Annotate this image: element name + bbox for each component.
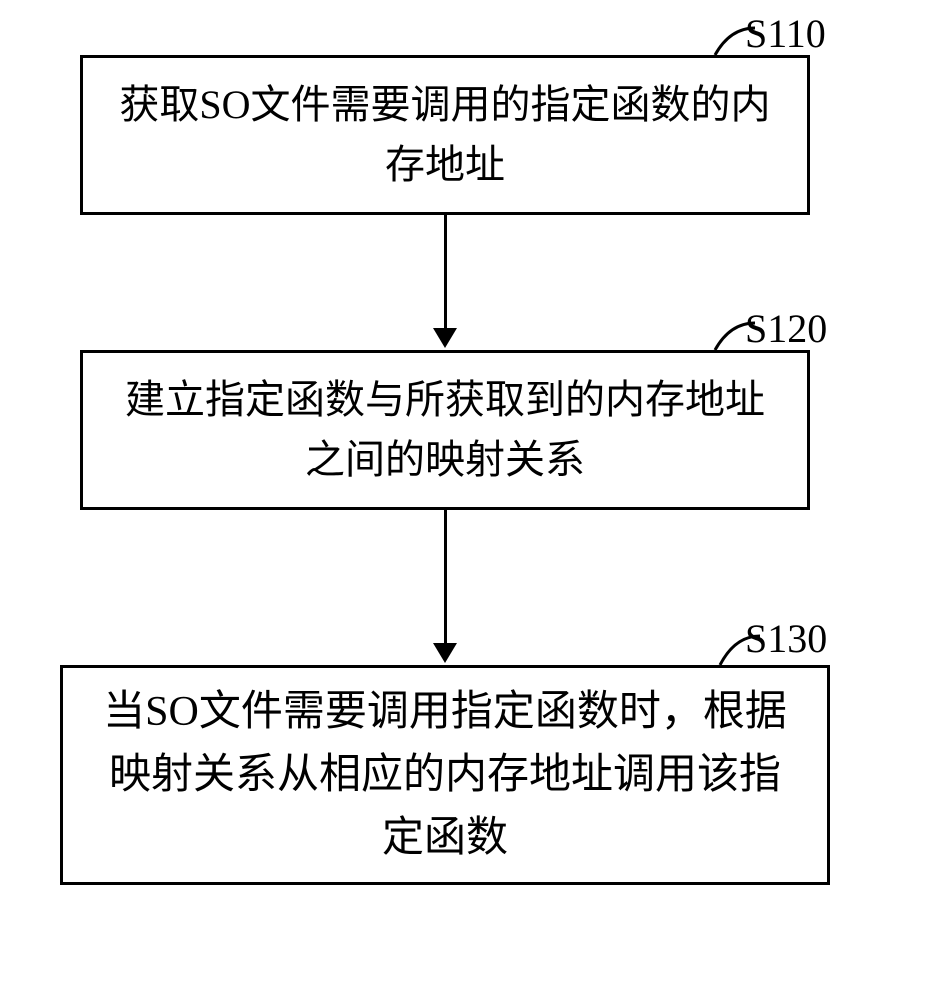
connector-line <box>444 510 447 645</box>
step-text-s130: 当SO文件需要调用指定函数时，根据 映射关系从相应的内存地址调用该指 定函数 <box>103 681 787 870</box>
arrow-head <box>433 643 457 663</box>
label-connector-s120 <box>705 315 765 355</box>
step-text-line: 之间的映射关系 <box>305 437 585 482</box>
step-text-s120: 建立指定函数与所获取到的内存地址 之间的映射关系 <box>125 370 765 490</box>
step-text-line: 存地址 <box>385 142 505 187</box>
step-text-s110: 获取SO文件需要调用的指定函数的内 存地址 <box>119 75 770 195</box>
arrow-head <box>433 328 457 348</box>
step-text-line: 定函数 <box>382 815 508 861</box>
connector-line <box>444 215 447 330</box>
label-connector-s130 <box>710 628 770 668</box>
label-connector-s110 <box>705 20 765 60</box>
step-text-line: 当SO文件需要调用指定函数时，根据 <box>103 689 787 735</box>
step-text-line: 映射关系从相应的内存地址调用该指 <box>109 752 781 798</box>
step-text-line: 获取SO文件需要调用的指定函数的内 <box>119 82 770 127</box>
step-box-s110: 获取SO文件需要调用的指定函数的内 存地址 <box>80 55 810 215</box>
step-text-line: 建立指定函数与所获取到的内存地址 <box>125 377 765 422</box>
step-box-s130: 当SO文件需要调用指定函数时，根据 映射关系从相应的内存地址调用该指 定函数 <box>60 665 830 885</box>
step-box-s120: 建立指定函数与所获取到的内存地址 之间的映射关系 <box>80 350 810 510</box>
